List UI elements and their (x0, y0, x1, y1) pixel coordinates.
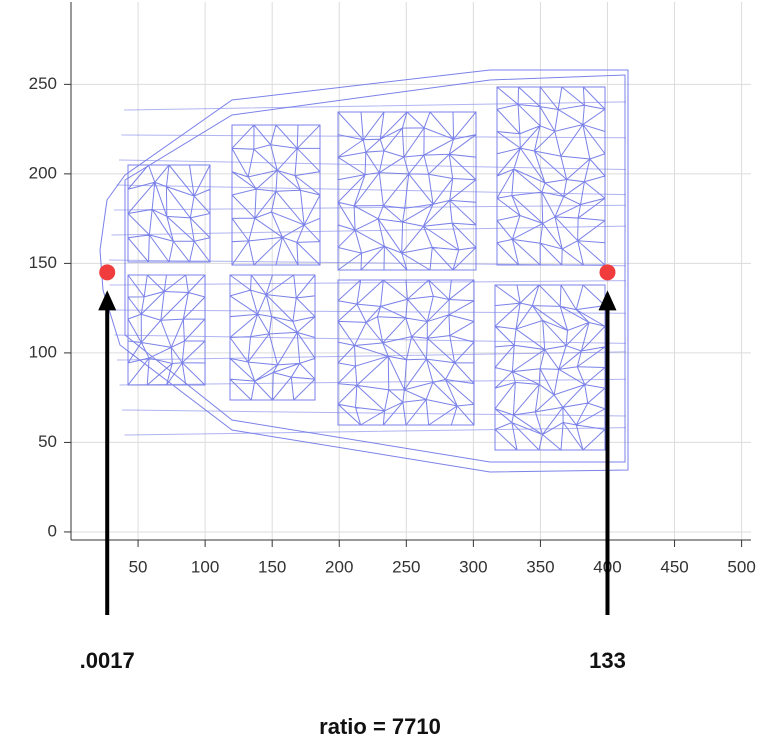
x-tick-label: 250 (392, 557, 420, 576)
caption: ratio = 7710 (319, 714, 441, 739)
y-tick-label: 0 (48, 521, 57, 540)
mesh (100, 70, 628, 472)
x-tick-label: 150 (258, 557, 286, 576)
x-tick-label: 450 (660, 557, 688, 576)
mesh-hull (100, 70, 628, 472)
x-tick-label: 50 (129, 557, 148, 576)
mesh-block (232, 125, 320, 265)
y-tick-label: 50 (38, 432, 57, 451)
point-label: .0017 (80, 648, 135, 673)
chart: 5010015020025030035040045050005010015020… (0, 0, 767, 753)
x-tick-label: 100 (191, 557, 219, 576)
y-tick-label: 200 (29, 163, 57, 182)
y-tick-label: 100 (29, 342, 57, 361)
mesh-block (497, 87, 605, 265)
mesh-block (128, 165, 210, 262)
arrow-head (98, 290, 116, 310)
mesh-block (495, 285, 605, 450)
x-tick-label: 200 (325, 557, 353, 576)
x-tick-label: 350 (526, 557, 554, 576)
x-tick-label: 500 (727, 557, 755, 576)
mesh-block (128, 275, 205, 385)
point-label: 133 (589, 648, 626, 673)
marks: .0017 133 (80, 264, 626, 672)
y-tick-label: 250 (29, 74, 57, 93)
point (599, 264, 615, 280)
y-tick-label: 150 (29, 253, 57, 272)
mesh-hull (125, 75, 625, 462)
x-tick-label: 300 (459, 557, 487, 576)
arrow-head (598, 290, 616, 310)
point (99, 264, 115, 280)
